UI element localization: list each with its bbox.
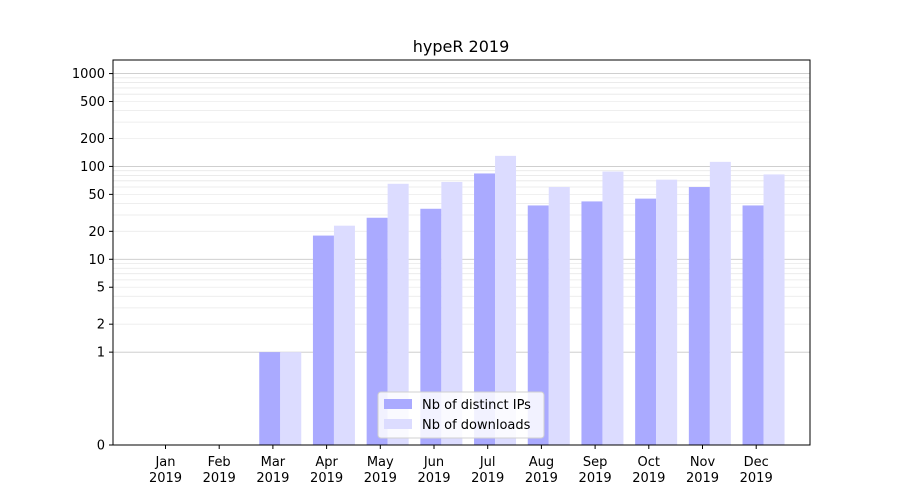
bar-downloads <box>441 181 463 445</box>
bar-downloads <box>495 155 517 445</box>
bar-distinct-ips <box>474 173 496 446</box>
legend-box <box>377 391 545 439</box>
y-tick-label: 50 <box>88 188 105 203</box>
y-tick-label: 2 <box>97 318 105 333</box>
x-tick-label-year: 2019 <box>256 471 289 486</box>
chart-title: hypeR 2019 <box>413 37 510 56</box>
x-tick-label-month: Mar <box>261 455 286 470</box>
y-tick-label: 100 <box>80 160 105 175</box>
x-tick-label-month: Jun <box>423 455 444 470</box>
plot-frame <box>112 59 811 446</box>
bar-distinct-ips <box>688 187 710 445</box>
bar-distinct-ips <box>420 208 442 445</box>
y-axis: 0 1 2 5 10 20 50 100 200 500 1000 <box>72 67 113 454</box>
x-tick-label-month: Feb <box>208 455 231 470</box>
x-axis: Jan2019Feb2019Mar2019Apr2019May2019Jun20… <box>149 445 773 486</box>
x-tick-label-month: Aug <box>529 455 554 470</box>
y-tick-label: 5 <box>97 281 105 296</box>
x-tick-label-month: Jan <box>154 455 175 470</box>
bar-downloads <box>387 183 409 446</box>
y-tick-label: 200 <box>80 132 105 147</box>
bar-distinct-ips <box>527 205 549 445</box>
bars <box>259 155 785 446</box>
y-tick-label: 1 <box>97 346 105 361</box>
x-tick-label-month: Oct <box>638 455 660 470</box>
y-tick-label: 0 <box>97 439 105 454</box>
x-tick-label-month: May <box>367 455 394 470</box>
legend-swatch <box>384 419 412 429</box>
x-tick-label-year: 2019 <box>417 471 450 486</box>
bar-distinct-ips <box>259 352 281 445</box>
bar-downloads <box>709 161 731 445</box>
y-tick-label: 20 <box>88 225 105 240</box>
x-tick-label-month: Dec <box>744 455 769 470</box>
bar-distinct-ips <box>742 205 764 445</box>
legend-label: Nb of downloads <box>422 418 531 433</box>
x-tick-label-month: Sep <box>583 455 608 470</box>
x-tick-label-year: 2019 <box>525 471 558 486</box>
x-tick-label-month: Jul <box>479 455 496 470</box>
bar-downloads <box>656 179 678 445</box>
legend-swatch <box>384 399 412 409</box>
x-tick-label-year: 2019 <box>686 471 719 486</box>
x-tick-label-year: 2019 <box>364 471 397 486</box>
bar-distinct-ips <box>312 235 334 445</box>
x-tick-label-year: 2019 <box>579 471 612 486</box>
x-tick-label-year: 2019 <box>471 471 504 486</box>
bar-distinct-ips <box>581 201 603 445</box>
y-tick-label: 10 <box>88 253 105 268</box>
x-tick-label-month: Apr <box>315 455 338 470</box>
bar-downloads <box>280 352 302 445</box>
y-tick-label: 500 <box>80 95 105 110</box>
bar-distinct-ips <box>635 198 657 445</box>
x-tick-label-year: 2019 <box>632 471 665 486</box>
x-tick-label-month: Nov <box>690 455 716 470</box>
x-tick-label-year: 2019 <box>149 471 182 486</box>
bar-distinct-ips <box>366 217 388 445</box>
x-tick-label-year: 2019 <box>740 471 773 486</box>
bar-downloads <box>763 174 785 446</box>
x-tick-label-year: 2019 <box>203 471 236 486</box>
bar-downloads <box>548 187 570 445</box>
bar-downloads <box>602 171 624 446</box>
legend-label: Nb of distinct IPs <box>422 398 531 413</box>
bar-downloads <box>333 225 355 445</box>
x-tick-label-year: 2019 <box>310 471 343 486</box>
y-tick-label: 1000 <box>72 67 105 82</box>
legend: Nb of distinct IPs Nb of downloads <box>377 391 545 439</box>
